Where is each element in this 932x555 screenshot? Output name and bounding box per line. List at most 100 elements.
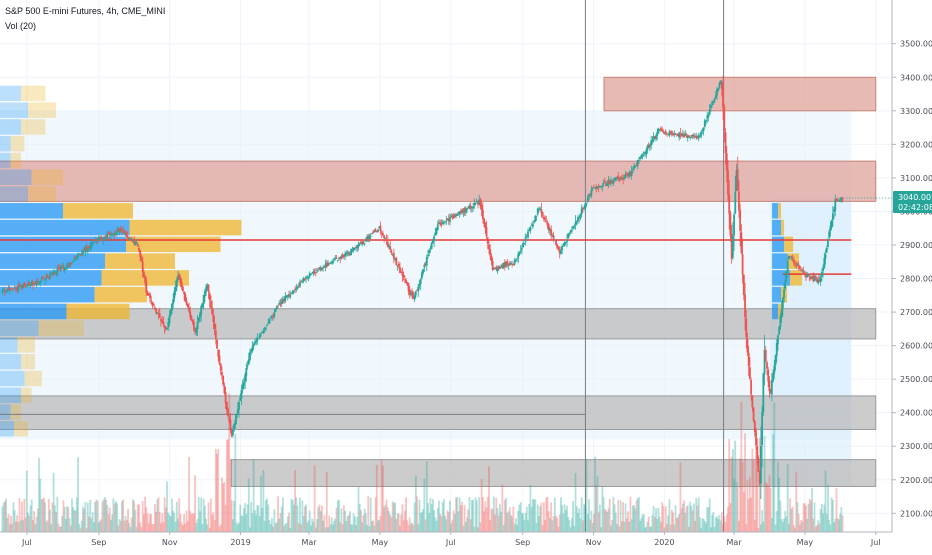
candle-body	[761, 412, 764, 446]
candle-body	[471, 206, 473, 208]
volume-bar	[767, 485, 770, 532]
candle-body	[96, 241, 99, 242]
candle-body	[43, 277, 45, 280]
candle-body	[144, 276, 147, 283]
candle-body	[275, 306, 278, 310]
candle-body	[380, 232, 383, 234]
candle-body	[661, 129, 664, 132]
candle-body	[117, 228, 120, 232]
candle-body	[216, 339, 218, 349]
candle-body	[627, 173, 629, 177]
volume-bar	[283, 525, 286, 532]
volume-bar	[314, 527, 317, 532]
candle-body	[475, 200, 478, 202]
volume-bar	[673, 524, 676, 532]
volume-bar	[414, 475, 417, 532]
volume-bar	[783, 518, 785, 532]
support-zone	[0, 308, 877, 340]
volume-bar	[113, 503, 116, 532]
volume-bar	[497, 515, 500, 532]
candle-body	[141, 261, 144, 272]
volume-bar	[213, 519, 216, 532]
volume-bar	[824, 470, 827, 532]
volume-bar	[522, 513, 525, 532]
candle-body	[777, 335, 779, 345]
candle-body	[662, 131, 665, 133]
volume-bar	[328, 515, 331, 532]
volume-bar	[774, 524, 777, 532]
volume-bar	[327, 527, 329, 532]
candle-body	[664, 131, 667, 135]
volume-bar	[789, 498, 792, 532]
volume-bar	[738, 520, 740, 532]
candle-body	[708, 109, 711, 115]
volume-bar	[341, 524, 344, 532]
candle-body	[829, 226, 832, 231]
volume-bar	[499, 504, 501, 532]
candle-body	[166, 327, 168, 330]
candle-body	[788, 256, 790, 260]
volume-bar	[255, 515, 257, 532]
candle-body	[207, 284, 210, 292]
candle-body	[586, 198, 589, 203]
candle-body	[188, 307, 190, 312]
candle-body	[494, 267, 496, 269]
volume-bar	[479, 522, 482, 532]
candle-body	[350, 248, 353, 255]
volume-bar	[373, 525, 376, 532]
candle-body	[706, 115, 709, 119]
volume-bar	[656, 518, 659, 532]
volume-bar	[10, 515, 12, 532]
volume-bar	[684, 512, 687, 532]
candle-body	[262, 331, 265, 334]
volume-bar	[106, 504, 109, 532]
volume-indicator-label[interactable]: Vol (20)	[5, 21, 37, 31]
volume-bar	[584, 505, 587, 532]
time-tick-label: Nov	[586, 538, 602, 547]
volume-bar	[324, 527, 327, 532]
profile-bar-down	[129, 219, 242, 236]
candle-body	[416, 290, 418, 292]
candle-body	[588, 194, 590, 199]
volume-bar	[455, 497, 457, 532]
candle-body	[789, 256, 792, 258]
volume-bar	[685, 506, 688, 532]
candle-body	[5, 291, 8, 293]
volume-bar	[377, 520, 379, 532]
profile-bar-up	[0, 203, 63, 219]
candle-body	[8, 289, 11, 291]
candle-body	[99, 237, 101, 239]
candle-body	[114, 232, 117, 236]
candle-body	[527, 231, 529, 238]
candle-body	[224, 392, 227, 403]
volume-bar	[442, 499, 445, 532]
candle-body	[707, 114, 710, 118]
symbol-title[interactable]: S&P 500 E-mini Futures, 4h, CME_MINI	[5, 6, 166, 16]
candle-body	[124, 232, 127, 234]
time-tick-label: Sep	[515, 538, 530, 547]
candle-body	[479, 198, 482, 207]
candle-body	[402, 274, 405, 278]
candle-body	[23, 283, 26, 285]
volume-bar	[175, 501, 178, 532]
candle-body	[30, 281, 33, 286]
candle-body	[773, 365, 776, 374]
volume-bar	[277, 496, 279, 532]
volume-bar	[88, 516, 90, 532]
candle-body	[94, 240, 97, 242]
profile-bar-up	[772, 253, 788, 269]
volume-bar	[103, 497, 106, 532]
volume-bar	[292, 504, 295, 532]
volume-bar	[756, 460, 759, 532]
candle-body	[778, 326, 781, 335]
profile-bar-down	[17, 337, 35, 353]
candle-body	[268, 318, 271, 324]
candle-body	[246, 365, 249, 367]
candle-body	[169, 309, 172, 316]
candle-body	[755, 430, 757, 446]
candle-body	[500, 266, 503, 268]
volume-bar	[778, 477, 781, 532]
profile-bar-up	[0, 421, 14, 437]
